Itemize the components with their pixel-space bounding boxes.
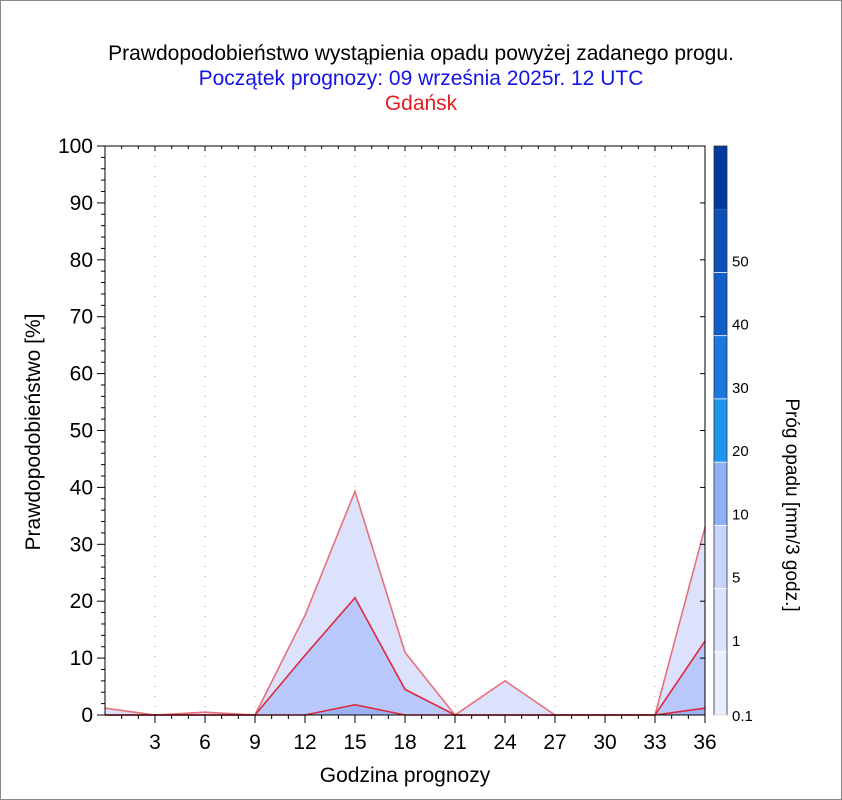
x-tick-label: 12 bbox=[293, 731, 316, 754]
colorbar-segment bbox=[714, 651, 727, 715]
x-tick-label: 9 bbox=[249, 731, 261, 754]
colorbar-segment bbox=[714, 525, 727, 589]
y-tick-label: 90 bbox=[70, 192, 93, 215]
colorbar-tick-label: 50 bbox=[732, 253, 749, 270]
x-tick-label: 21 bbox=[443, 731, 466, 754]
x-tick-label: 30 bbox=[593, 731, 616, 754]
colorbar-segment bbox=[714, 398, 727, 463]
y-tick-label: 80 bbox=[70, 249, 93, 272]
colorbar-segment bbox=[714, 588, 727, 652]
colorbar-segment bbox=[714, 335, 727, 399]
x-tick-label: 3 bbox=[149, 731, 161, 754]
y-tick-label: 30 bbox=[70, 533, 93, 556]
y-tick-label: 40 bbox=[70, 476, 93, 499]
chart-title: Prawdopodobieństwo wystąpienia opadu pow… bbox=[108, 42, 734, 65]
colorbar-segment bbox=[714, 272, 727, 336]
y-axis-label: Prawdopodobieństwo [%] bbox=[22, 314, 45, 551]
y-tick-label: 60 bbox=[70, 363, 93, 386]
y-tick-label: 100 bbox=[58, 135, 93, 158]
x-tick-label: 36 bbox=[693, 731, 716, 754]
colorbar-segment bbox=[714, 209, 727, 273]
colorbar-segment bbox=[714, 146, 727, 210]
x-tick-label: 15 bbox=[343, 731, 366, 754]
y-tick-label: 0 bbox=[81, 704, 93, 727]
forecast-start-subtitle: Początek prognozy: 09 września 2025r. 12… bbox=[198, 67, 644, 90]
x-tick-label: 33 bbox=[643, 731, 666, 754]
x-tick-label: 6 bbox=[199, 731, 211, 754]
x-tick-label: 27 bbox=[543, 731, 566, 754]
location-subtitle: Gdańsk bbox=[384, 92, 458, 115]
x-tick-label: 24 bbox=[493, 731, 517, 754]
x-tick-label: 18 bbox=[393, 731, 416, 754]
x-axis-label: Godzina prognozy bbox=[320, 764, 491, 787]
y-tick-label: 50 bbox=[70, 420, 93, 443]
colorbar-label: Próg opadu [mm/3 godz.] bbox=[781, 398, 802, 611]
y-tick-label: 10 bbox=[70, 647, 93, 670]
colorbar-tick-label: 20 bbox=[732, 443, 749, 460]
y-tick-label: 70 bbox=[70, 306, 93, 329]
series-area-1 bbox=[105, 597, 705, 715]
plot-border bbox=[104, 145, 706, 716]
colorbar-segment bbox=[714, 462, 727, 526]
colorbar-tick-label: 30 bbox=[732, 380, 749, 397]
colorbar-tick-label: 40 bbox=[732, 317, 749, 334]
colorbar-tick-label: 10 bbox=[732, 506, 749, 523]
colorbar-tick-label: 5 bbox=[732, 570, 740, 587]
colorbar-tick-label: 0.1 bbox=[732, 708, 753, 725]
series-area-0-1 bbox=[105, 491, 705, 715]
colorbar-tick-label: 1 bbox=[732, 633, 740, 650]
y-tick-label: 20 bbox=[70, 590, 93, 613]
